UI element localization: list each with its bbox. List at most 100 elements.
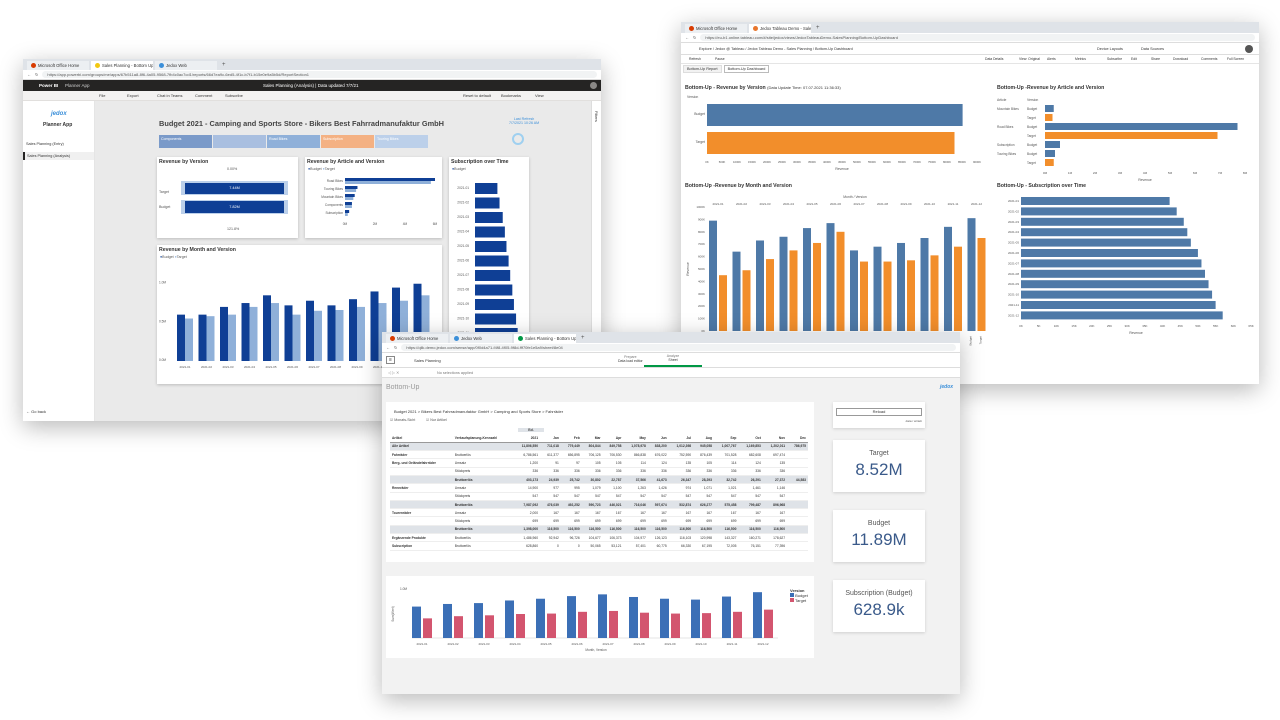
value-cell[interactable]: 32,742 xyxy=(713,475,739,485)
value-cell[interactable]: 53,121 xyxy=(602,541,624,551)
article-cell[interactable]: Alle Artikel xyxy=(390,442,453,452)
value-cell[interactable]: 30,802 xyxy=(581,475,603,485)
value-cell[interactable]: 336 xyxy=(647,467,669,477)
breadcrumb[interactable]: Explore / Jedox @ Tableau / Jedox Tablea… xyxy=(699,47,853,51)
device-layouts-button[interactable]: Device Layouts xyxy=(1097,47,1123,51)
value-cell[interactable]: 25,742 xyxy=(560,475,582,485)
value-cell[interactable]: 50,065 xyxy=(581,541,603,551)
value-cell[interactable]: 1,071 xyxy=(693,483,714,493)
value-cell[interactable]: 1,012,398 xyxy=(668,442,694,452)
value-cell[interactable]: 547 xyxy=(623,492,648,501)
value-cell[interactable]: 706,530 xyxy=(602,450,624,460)
export-menu[interactable]: Export xyxy=(127,93,139,98)
value-cell[interactable]: 120,998 xyxy=(693,533,714,543)
value-cell[interactable]: 597,674 xyxy=(647,500,669,510)
new-tab-icon[interactable]: + xyxy=(222,62,226,68)
value-cell[interactable]: 167 xyxy=(540,508,561,518)
value-cell[interactable]: 160,271 xyxy=(738,533,763,543)
value-cell[interactable]: 336 xyxy=(738,467,763,477)
value-cell[interactable]: 24,939 xyxy=(540,475,561,485)
value-cell[interactable]: 143,327 xyxy=(713,533,739,543)
value-cell[interactable] xyxy=(787,458,808,468)
article-cell[interactable]: Ergänzende Produkte xyxy=(390,533,453,543)
value-cell[interactable]: 701,528 xyxy=(713,450,739,460)
value-cell[interactable]: 116,500 xyxy=(647,525,669,535)
new-tab-icon[interactable]: + xyxy=(581,335,585,341)
menu-icon[interactable]: ≡ xyxy=(386,356,395,364)
refresh-icon[interactable]: ↻ xyxy=(693,35,697,40)
value-cell[interactable]: 167 xyxy=(713,508,739,518)
check-monats[interactable]: ☑ Monats-Sicht xyxy=(390,418,416,422)
prepare-menu[interactable]: Prepare Data load editor xyxy=(618,355,643,363)
value-cell[interactable]: 116,500 xyxy=(560,525,582,535)
value-cell[interactable]: 1,007,767 xyxy=(713,442,739,452)
value-cell[interactable] xyxy=(787,508,808,518)
value-cell[interactable]: 799,487 xyxy=(738,500,763,510)
value-cell[interactable]: 575,458 xyxy=(713,500,739,510)
article-cell[interactable] xyxy=(390,467,453,477)
value-cell[interactable] xyxy=(787,500,808,510)
value-cell[interactable]: 699 xyxy=(738,516,763,526)
value-cell[interactable]: 752,590 xyxy=(668,450,694,460)
value-cell[interactable]: 116,500 xyxy=(623,525,648,535)
article-cell[interactable] xyxy=(390,516,453,526)
value-cell[interactable]: 866,838 xyxy=(623,450,648,460)
value-cell[interactable]: 547 xyxy=(647,492,669,501)
value-cell[interactable]: 995 xyxy=(560,483,582,493)
value-cell[interactable]: 104,677 xyxy=(581,533,603,543)
value-cell[interactable]: 96,726 xyxy=(560,533,582,543)
value-cell[interactable]: 1,426 xyxy=(647,483,669,493)
value-cell[interactable]: 114 xyxy=(713,458,739,468)
browser-tab-active[interactable]: Sales Planning - Bottom Up xyxy=(91,61,153,70)
value-cell[interactable]: 945,058 xyxy=(693,442,714,452)
sheet-tab[interactable]: Bottom-Up Report xyxy=(683,65,722,73)
url-field[interactable]: https://qlik.demo.jedox.com/sense/app/0f… xyxy=(401,344,956,351)
refresh-icon[interactable] xyxy=(512,133,524,145)
toolbar-item[interactable]: View: Original xyxy=(1019,57,1040,61)
value-cell[interactable]: 167 xyxy=(647,508,669,518)
value-cell[interactable]: 116,500 xyxy=(713,525,739,535)
value-cell[interactable]: 167 xyxy=(581,508,603,518)
value-cell[interactable]: 786,975 xyxy=(787,442,808,452)
value-cell[interactable]: 116,500 xyxy=(738,525,763,535)
back-icon[interactable]: ← xyxy=(27,72,31,77)
value-cell[interactable]: 1,146 xyxy=(762,483,788,493)
value-cell[interactable]: 14,900 xyxy=(513,483,541,493)
value-cell[interactable]: 26,347 xyxy=(668,475,694,485)
browser-tab-active[interactable]: Sales Planning - Bottom Up xyxy=(514,334,576,343)
article-cell[interactable]: Berg- und Geländefahrräder xyxy=(390,458,453,468)
value-cell[interactable] xyxy=(787,492,808,501)
value-cell[interactable]: 974 xyxy=(668,483,694,493)
article-cell[interactable]: Rennräder xyxy=(390,483,453,493)
value-cell[interactable] xyxy=(787,533,808,543)
value-cell[interactable]: 336 xyxy=(693,467,714,477)
toolbar-item[interactable]: Edit xyxy=(1131,57,1137,61)
value-cell[interactable]: 547 xyxy=(693,492,714,501)
selection-tools[interactable]: ◁ ▷ ✕ xyxy=(388,371,400,375)
value-cell[interactable]: 547 xyxy=(581,492,603,501)
value-cell[interactable]: 682,608 xyxy=(738,450,763,460)
value-cell[interactable]: 116,500 xyxy=(602,525,624,535)
comment-button[interactable]: Comment xyxy=(195,93,213,98)
value-cell[interactable]: 699 xyxy=(540,516,561,526)
toolbar-item[interactable]: Metrics xyxy=(1075,57,1086,61)
browser-tab[interactable]: Jedox Web xyxy=(155,61,217,70)
value-cell[interactable]: 628,860 xyxy=(513,541,541,551)
value-cell[interactable]: 1,398,000 xyxy=(513,525,541,535)
value-cell[interactable]: 167 xyxy=(693,508,714,518)
value-cell[interactable]: 590,723 xyxy=(581,500,603,510)
value-cell[interactable]: 1,202,011 xyxy=(762,442,788,452)
value-cell[interactable]: 656,895 xyxy=(560,450,582,460)
browser-tab[interactable]: Microsoft Office Home xyxy=(685,24,747,33)
value-cell[interactable]: 699 xyxy=(713,516,739,526)
article-cell[interactable]: Tourenräder xyxy=(390,508,453,518)
value-cell[interactable] xyxy=(787,483,808,493)
browser-tab[interactable]: Microsoft Office Home xyxy=(27,61,89,70)
value-cell[interactable]: 92,942 xyxy=(540,533,561,543)
back-icon[interactable]: ← xyxy=(685,35,689,40)
value-cell[interactable]: 492,252 xyxy=(560,500,582,510)
value-cell[interactable]: 116,103 xyxy=(668,533,694,543)
value-cell[interactable]: 104,977 xyxy=(623,533,648,543)
value-cell[interactable]: 105 xyxy=(602,458,624,468)
value-cell[interactable]: 66,330 xyxy=(668,541,694,551)
